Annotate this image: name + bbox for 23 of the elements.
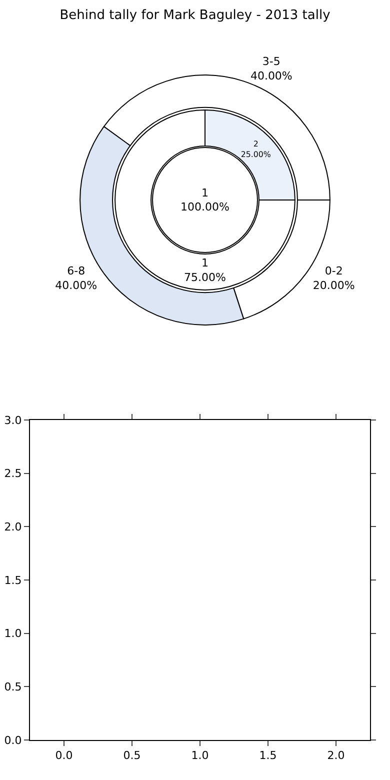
x-tick-label: 1.0	[191, 749, 209, 762]
y-tick-label: 3.0	[4, 414, 22, 427]
y-tick-label: 0.0	[4, 734, 22, 747]
x-tick-label: 0.0	[55, 749, 73, 762]
y-tick-label: 2.0	[4, 520, 22, 534]
slice-label: 1	[202, 256, 208, 270]
x-tick-label: 0.5	[123, 749, 141, 762]
data-label: 100.00%	[180, 200, 230, 214]
x-tick-label: 2.0	[327, 749, 345, 762]
slice-label: 0-2	[324, 264, 343, 278]
data-label: 20.00%	[312, 278, 355, 292]
data-label: 40.00%	[55, 278, 98, 292]
chart-title: Behind tally for Mark Baguley - 2013 tally	[60, 8, 331, 23]
slice-label: 6-8	[67, 264, 86, 278]
x-tick-label: 1.5	[259, 749, 277, 762]
y-tick-label: 2.5	[4, 467, 22, 480]
y-tick-label: 0.5	[4, 680, 22, 694]
y-tick-label: 1.0	[4, 627, 22, 640]
y-tick-label: 1.5	[4, 574, 22, 587]
data-label: 75.00%	[184, 270, 226, 284]
slice-label: 3-5	[262, 55, 280, 68]
slice-label: 1	[202, 186, 208, 200]
data-label: 40.00%	[250, 69, 292, 82]
